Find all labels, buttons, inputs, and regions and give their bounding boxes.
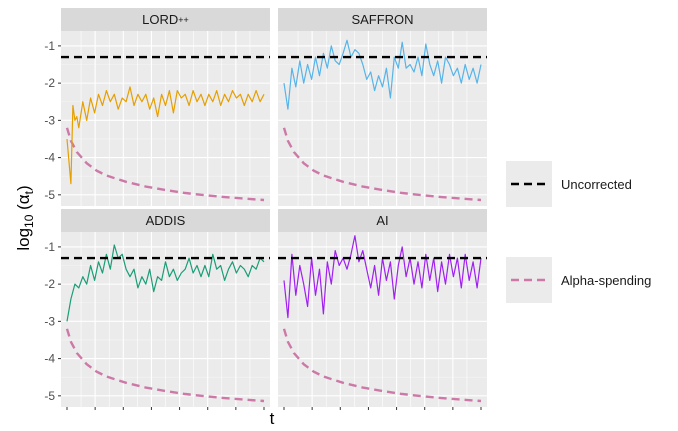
y-tick-label: -5 [44,188,55,202]
y-tick-label: -5 [44,389,55,403]
alpha-spending-line-saffron [282,127,482,202]
strip-lordplusplus [61,8,270,31]
strip-saffron [278,8,487,31]
y-tick-label: -2 [44,277,55,291]
series-line-addis [66,244,265,322]
alpha-spending-line-addis [65,328,265,403]
series-line-saffron [283,39,482,110]
strip-label-ai: AI [376,213,388,228]
x-axis-title: t [270,409,275,428]
strip-addis [61,209,270,232]
y-tick-label: -3 [44,113,55,127]
panels: LORD++ -1 -2 -3 -4 -5 SAFFRON ADDIS -1 -2 -3 -4 -5 AI [44,8,487,410]
strip-label-lordplusplus: LORD++ [142,12,189,27]
strip-ai [278,209,487,232]
y-tick-label: -1 [44,39,55,53]
y-axis-title: log10 (αt) [14,185,36,250]
y-tick-label: -3 [44,314,55,328]
strip-label-addis: ADDIS [146,213,186,228]
y-tick-label: -1 [44,240,55,254]
legend-label-alpha-spending: Alpha-spending [561,273,651,288]
alpha-spending-line-ai [282,328,482,403]
panel-lordplusplus: LORD++ -1 -2 -3 -4 -5 [44,8,270,206]
y-tick-label: -4 [44,352,55,366]
legend: Uncorrected Alpha-spending [506,161,651,303]
y-tick-label: -2 [44,76,55,90]
strip-label-saffron: SAFFRON [351,12,413,27]
panel-addis: ADDIS -1 -2 -3 -4 -5 [44,209,270,410]
y-tick-label: -4 [44,151,55,165]
alpha-spending-line-lordplusplus [65,127,265,202]
legend-label-uncorrected: Uncorrected [561,177,632,192]
panel-saffron: SAFFRON [278,8,487,206]
panel-ai: AI [278,209,487,410]
series-line-lordplusplus [66,86,265,185]
